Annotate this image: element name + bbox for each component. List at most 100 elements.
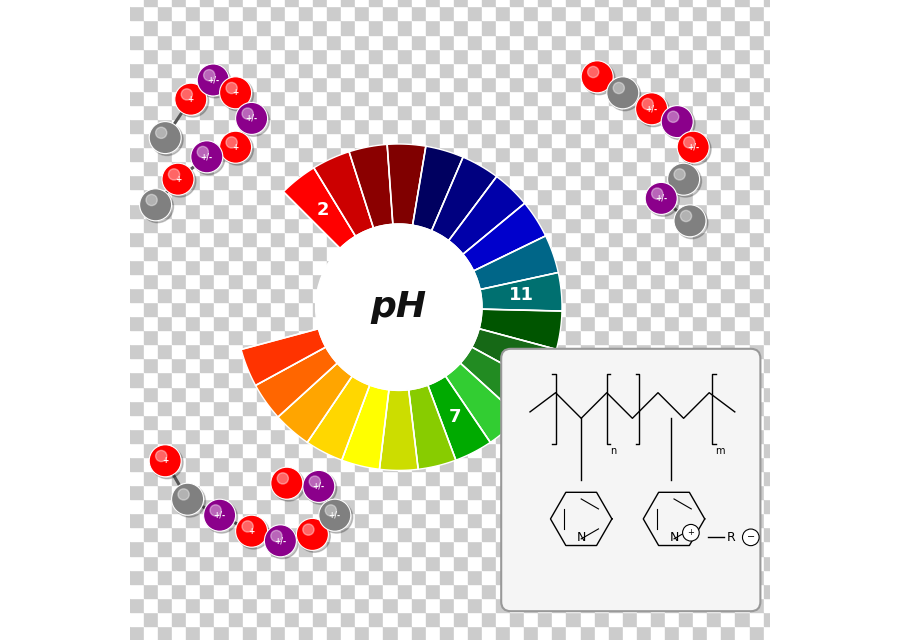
Bar [680,63,693,77]
Bar [201,20,214,35]
Bar [707,161,722,175]
Bar [510,35,524,49]
Bar [341,626,356,640]
Bar [750,175,763,189]
Bar [707,570,722,584]
Bar [496,330,510,344]
Polygon shape [461,347,542,417]
Bar [680,133,693,147]
Bar [158,429,172,443]
Bar [665,260,680,274]
Bar [299,626,313,640]
Bar [665,133,680,147]
Bar [707,415,722,429]
Bar [130,133,144,147]
Bar [763,584,778,598]
Bar [665,527,680,541]
Bar [356,288,369,302]
Bar [496,6,510,20]
Bar [707,612,722,626]
Bar [398,344,411,358]
Bar [496,429,510,443]
Bar [580,499,595,513]
Circle shape [266,527,298,559]
Bar [285,119,299,133]
Bar [510,358,524,372]
Bar [327,218,341,232]
Bar [735,49,750,63]
Bar [398,49,411,63]
Bar [130,0,144,6]
Bar [553,119,566,133]
Bar [496,358,510,372]
Bar [637,49,651,63]
Bar [341,401,356,415]
Bar [229,330,243,344]
Bar [356,387,369,401]
Bar [201,49,214,63]
Bar [341,330,356,344]
Bar [468,175,482,189]
Bar [496,218,510,232]
Bar [369,485,383,499]
Bar [356,260,369,274]
Bar [369,527,383,541]
Bar [214,598,229,612]
Bar [680,457,693,471]
Bar [214,274,229,288]
Bar [426,598,440,612]
Bar [327,401,341,415]
Bar [158,105,172,119]
Bar [693,358,707,372]
Bar [566,0,580,6]
Bar [440,246,454,260]
Bar [623,527,637,541]
Bar [510,598,524,612]
Bar [707,387,722,401]
Bar [468,401,482,415]
Bar [229,570,243,584]
Bar [623,189,637,204]
Bar [623,471,637,485]
Bar [566,147,580,161]
Bar [665,218,680,232]
Bar [454,499,468,513]
Bar [229,415,243,429]
Bar [440,570,454,584]
Bar [595,541,608,556]
Bar [214,161,229,175]
Bar [680,246,693,260]
Bar [735,0,750,6]
Bar [158,218,172,232]
Bar [369,358,383,372]
Bar [482,189,496,204]
Bar [313,175,327,189]
Bar [426,457,440,471]
Bar [398,485,411,499]
Bar [665,626,680,640]
Bar [144,105,158,119]
Bar [651,274,665,288]
Bar [256,77,271,91]
Bar [693,119,707,133]
Bar [722,485,735,499]
Bar [482,344,496,358]
Bar [356,133,369,147]
Bar [665,598,680,612]
Bar [482,358,496,372]
Bar [144,218,158,232]
Bar [158,541,172,556]
Bar [651,189,665,204]
Bar [595,344,608,358]
Bar [186,358,201,372]
Bar [595,471,608,485]
Bar [680,91,693,105]
Bar [172,91,186,105]
Bar [440,119,454,133]
Bar [651,302,665,316]
Bar [735,218,750,232]
Bar [144,274,158,288]
Bar [580,415,595,429]
Bar [468,218,482,232]
Bar [524,119,538,133]
